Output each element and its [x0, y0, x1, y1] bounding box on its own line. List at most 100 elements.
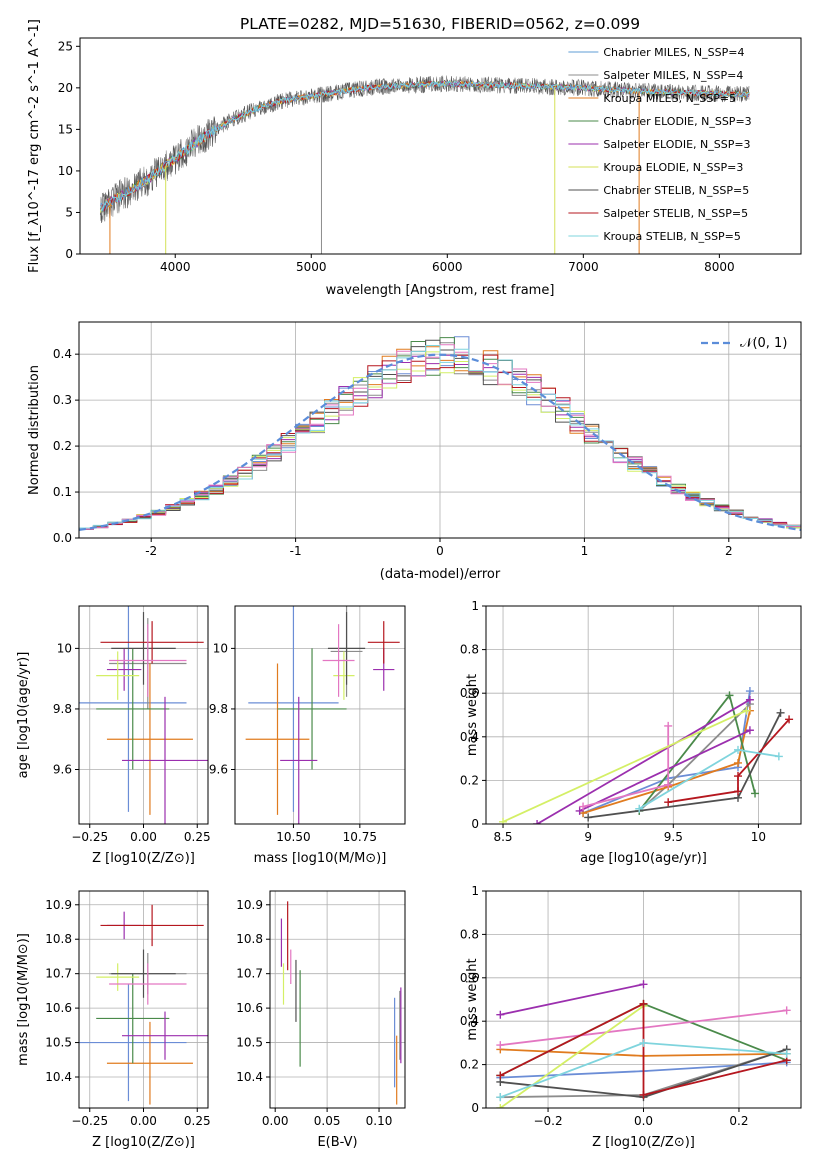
legend-label: Chabrier ELODIE, N_SSP=3	[603, 115, 751, 128]
mass-weight-line	[579, 729, 751, 812]
spectrum-ytick-label: 20	[58, 81, 73, 95]
mass-weight-vs-age-ytick-label: 0	[471, 817, 479, 831]
residuals-xtick-label: 0	[436, 544, 444, 558]
x-axis-label: Z [log10(Z/Z⊙)]	[92, 851, 195, 866]
mass-weight-line	[500, 983, 644, 1016]
spectrum-ytick-label: 10	[58, 164, 73, 178]
mass-weight-vs-Z-panel: −0.2 0.0 0.2 0 0.2 0.4 0.6 0.8 1 Z [log10(Z/Z⊙)] m…	[460, 884, 802, 1150]
legend-label: Chabrier STELIB, N_SSP=5	[603, 184, 749, 197]
mass-vs-ebv-xtick-label: 0.10	[366, 1114, 393, 1128]
y-axis-label: Normed distribution	[27, 365, 42, 495]
mass-weight-vs-Z-xtick-label: 0.0	[634, 1114, 653, 1128]
mass-weight-vs-age-ytick-label: 0.2	[460, 773, 479, 787]
mass-weight-vs-age-ytick-label: 0.4	[460, 730, 479, 744]
mass-weight-line	[582, 710, 751, 814]
y-axis-label: mass weight	[465, 674, 480, 756]
mass-weight-line	[638, 703, 751, 812]
age-vs-mass-xtick-label: 10.50	[276, 830, 310, 844]
x-axis-label: Z [log10(Z/Z⊙)]	[592, 1135, 695, 1150]
mass-vs-Z-ytick-label: 10.7	[45, 967, 72, 981]
mass-weight-marker	[664, 721, 673, 730]
mass-vs-ebv-ytick-label: 10.9	[236, 898, 263, 912]
spectrum-xtick-label: 4000	[160, 260, 191, 274]
mass-vs-Z-plot-area	[79, 904, 208, 1105]
mass-weight-marker	[496, 1093, 505, 1102]
age-vs-mass-plot-area	[245, 606, 400, 824]
mass-weight-line	[499, 1005, 645, 1108]
spectrum-ytick-label: 15	[58, 122, 73, 136]
legend-label: Salpeter ELODIE, N_SSP=3	[603, 138, 750, 151]
mass-weight-marker	[664, 780, 673, 789]
mass-weight-marker	[639, 1090, 648, 1099]
spectrum-xtick-label: 8000	[704, 260, 735, 274]
mass-weight-vs-Z-xtick-label: 0.2	[729, 1114, 748, 1128]
mass-weight-vs-Z-ytick-label: 0.6	[460, 971, 479, 985]
mass-weight-marker	[639, 980, 648, 989]
mass-weight-marker	[496, 1071, 505, 1080]
mass-weight-marker	[584, 813, 593, 822]
mass-weight-marker	[734, 745, 742, 754]
mass-weight-vs-Z-plot-area	[496, 980, 791, 1108]
y-axis-label: mass [log10(M/M⊙)]	[16, 933, 31, 1066]
age-vs-mass-panel: 10.50 10.75 9.6 9.8 10 mass [log10(M/M⊙)]	[209, 605, 406, 866]
age-vs-Z-ytick-label: 9.6	[53, 763, 72, 777]
mass-vs-Z-xtick-label: 0.00	[130, 1114, 157, 1128]
normal-curve	[79, 353, 801, 531]
mass-vs-ebv-panel: 0.00 0.05 0.10 10.4 10.5 10.6 10.7 10.8 10.9 E(B-…	[236, 890, 406, 1150]
mass-weight-marker	[774, 752, 783, 761]
mass-weight-vs-Z-frame	[485, 890, 802, 1109]
legend-label: Kroupa STELIB, N_SSP=5	[603, 230, 741, 243]
residuals-xtick-label: 1	[581, 544, 589, 558]
age-vs-mass-xtick-label: 10.75	[343, 830, 377, 844]
mass-weight-vs-age-xtick-label: 9	[584, 830, 592, 844]
x-axis-label: E(B-V)	[317, 1135, 357, 1150]
mass-vs-Z-ytick-label: 10.9	[45, 898, 72, 912]
age-vs-Z-xtick-label: −0.25	[71, 830, 108, 844]
x-axis-label: mass [log10(M/M⊙)]	[254, 851, 387, 866]
mass-weight-marker	[579, 802, 588, 811]
mass-weight-marker	[734, 772, 742, 781]
mass-weight-vs-Z-ytick-label: 0	[471, 1101, 479, 1115]
mass-vs-ebv-xtick-label: 0.00	[262, 1114, 289, 1128]
residuals-ytick-label: 0.2	[53, 439, 72, 453]
age-vs-mass-ytick-label: 9.8	[209, 702, 228, 716]
residuals-plot-area	[79, 336, 801, 538]
mass-weight-vs-Z-ytick-label: 0.8	[460, 927, 479, 941]
mass-weight-marker	[742, 706, 751, 715]
mass-weight-marker	[751, 789, 760, 798]
mass-vs-Z-xtick-label: −0.25	[71, 1114, 108, 1128]
mass-weight-marker	[734, 787, 742, 796]
age-vs-mass-ytick-label: 10	[213, 641, 228, 655]
age-vs-Z-xtick-label: 0.00	[130, 830, 157, 844]
mass-vs-ebv-xtick-label: 0.05	[314, 1114, 341, 1128]
y-axis-label: mass weight	[465, 958, 480, 1040]
residuals-xtick-label: -2	[145, 544, 157, 558]
mass-vs-ebv-ytick-label: 10.4	[236, 1070, 263, 1084]
age-vs-Z-ytick-label: 9.8	[53, 702, 72, 716]
mass-weight-marker	[664, 798, 673, 807]
mass-weight-marker	[639, 1038, 648, 1047]
mass-weight-marker	[782, 1049, 791, 1058]
residuals-xtick-label: 2	[725, 544, 733, 558]
mass-weight-line	[582, 690, 751, 814]
mass-vs-ebv-frame	[269, 890, 406, 1109]
mass-weight-marker	[496, 1010, 505, 1019]
mass-weight-marker	[496, 1104, 505, 1108]
residuals-ytick-label: 0.4	[53, 347, 72, 361]
mass-vs-Z-frame	[78, 890, 209, 1109]
mass-weight-marker	[785, 715, 794, 724]
chart-title: PLATE=0282, MJD=51630, FIBERID=0562, z=0…	[240, 15, 640, 33]
spectrum-xtick-label: 7000	[568, 260, 599, 274]
mass-weight-vs-Z-ytick-label: 0.4	[460, 1014, 479, 1028]
y-axis-label: Flux [f_λ10^-17 erg cm^-2 s^-1 A^-1]	[27, 19, 42, 273]
mass-weight-vs-age-ytick-label: 0.6	[460, 686, 479, 700]
spectrum-series-line	[99, 80, 750, 212]
mass-vs-Z-ytick-label: 10.5	[45, 1036, 72, 1050]
legend-label: Salpeter STELIB, N_SSP=5	[603, 207, 748, 220]
legend-label: Salpeter MILES, N_SSP=4	[603, 69, 743, 82]
mass-weight-marker	[533, 820, 542, 824]
mass-vs-Z-ytick-label: 10.8	[45, 932, 72, 946]
spectrum-ytick-label: 5	[65, 205, 73, 219]
mass-weight-vs-age-ytick-label: 0.8	[460, 643, 479, 657]
